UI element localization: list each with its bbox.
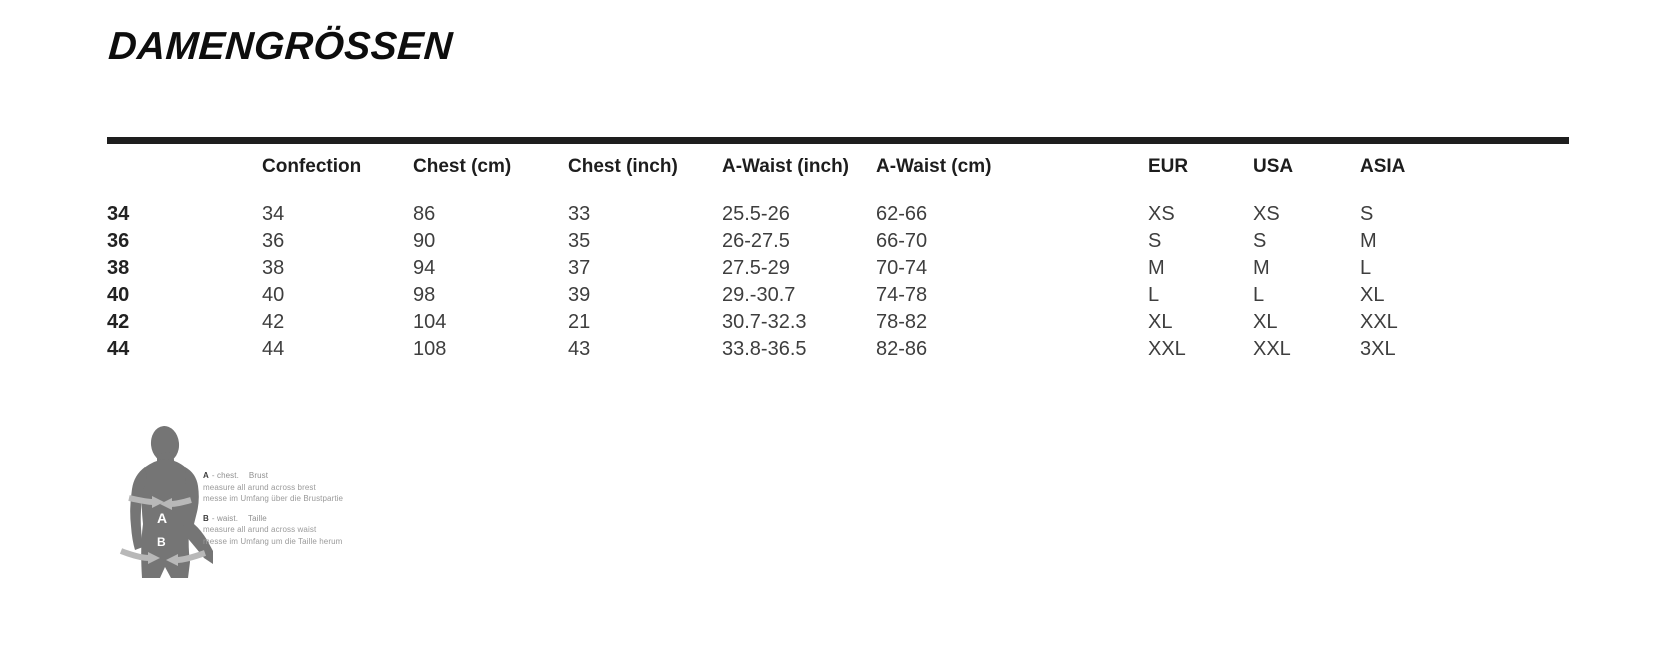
size-label-cell: 42 [107,311,130,333]
value-cell: 42 [262,311,285,333]
size-chart-page: DAMENGRÖSSEN Confection Chest (cm) Chest (… [0,24,1658,664]
value-cell: 43 [568,338,591,360]
figure-label-a: A [157,510,167,526]
value-cell: XL [1253,311,1278,333]
value-cell: L [1148,284,1160,306]
value-cell: 21 [568,311,591,333]
annotation-waist-line2: messe im Umfang um die Taille herum [203,536,343,546]
column-header-a-waist-cm: A-Waist (cm) [876,156,992,177]
value-cell: 34 [262,203,285,225]
annotation-chest: A- chest. Brust measure all arund across … [203,470,403,505]
table-row: 36 36 90 35 26-27.5 66-70 S S M [107,228,1569,255]
value-cell: XXL [1360,311,1398,333]
table-row: 34 34 86 33 25.5-26 62-66 XS XS S [107,178,1569,228]
value-cell: 37 [568,257,591,279]
value-cell: 33 [568,203,591,225]
table-row: 42 42 104 21 30.7-32.3 78-82 XL XL XXL [107,309,1569,336]
value-cell: 70-74 [876,257,928,279]
value-cell: XXL [1148,338,1186,360]
size-label-cell: 40 [107,284,130,306]
value-cell: 33.8-36.5 [722,338,807,360]
column-header-eur: EUR [1148,156,1189,177]
value-cell: 78-82 [876,311,928,333]
column-header-chest-inch: Chest (inch) [568,156,678,177]
value-cell: 35 [568,230,591,252]
size-label-cell: 38 [107,257,130,279]
table-row: 38 38 94 37 27.5-29 70-74 M M L [107,255,1569,282]
value-cell: 3XL [1360,338,1396,360]
annotation-waist-line1: measure all arund across waist [203,525,317,534]
value-cell: XL [1360,284,1385,306]
value-cell: 26-27.5 [722,230,790,252]
measurement-annotations: A- chest. Brust measure all arund across … [203,470,403,555]
value-cell: 27.5-29 [722,257,790,279]
value-cell: 82-86 [876,338,928,360]
value-cell: 62-66 [876,203,928,225]
table-header-row: Confection Chest (cm) Chest (inch) A-Waist … [107,144,1569,178]
value-cell: XXL [1253,338,1291,360]
value-cell: S [1148,230,1162,252]
annotation-chest-label: - chest. [211,471,239,480]
value-cell: 25.5-26 [722,203,790,225]
annotation-waist-label-de: Taille [248,513,267,523]
value-cell: 104 [413,311,447,333]
value-cell: 38 [262,257,285,279]
table-top-rule [107,137,1569,144]
column-header-confection: Confection [262,156,362,177]
value-cell: 30.7-32.3 [722,311,807,333]
size-label-cell: 44 [107,338,130,360]
size-label-cell: 36 [107,230,130,252]
value-cell: 44 [262,338,285,360]
value-cell: M [1148,257,1165,279]
annotation-chest-label-de: Brust [248,471,269,480]
annotation-waist-key: B [203,513,209,523]
annotation-waist-label: - waist. [211,513,239,523]
body-silhouette-figure: A B [119,426,213,578]
value-cell: 94 [413,257,436,279]
value-cell: 66-70 [876,230,928,252]
table-row: 40 40 98 39 29.-30.7 74-78 L L XL [107,282,1569,309]
annotation-chest-line2: messe im Umfang über die Brustpartie [203,494,344,503]
value-cell: M [1253,257,1270,279]
value-cell: XS [1253,203,1280,225]
value-cell: M [1360,230,1377,252]
value-cell: 39 [568,284,591,306]
column-header-usa: USA [1253,156,1294,177]
column-header-asia: ASIA [1360,156,1406,177]
value-cell: 74-78 [876,284,928,306]
column-header-chest-cm: Chest (cm) [413,156,512,177]
annotation-waist: B- waist. Taille measure all arund across… [203,513,403,548]
column-header-a-waist-inch: A-Waist (inch) [722,156,850,177]
value-cell: XS [1148,203,1175,225]
size-label-cell: 34 [107,203,130,225]
value-cell: S [1360,203,1374,225]
value-cell: 36 [262,230,285,252]
value-cell: L [1253,284,1265,306]
value-cell: S [1253,230,1267,252]
value-cell: 98 [413,284,436,306]
value-cell: 29.-30.7 [722,284,796,306]
chest-arrow [128,495,192,510]
waist-arrow [119,548,206,566]
table-row: 44 44 108 43 33.8-36.5 82-86 XXL XXL 3XL [107,336,1569,363]
value-cell: 90 [413,230,436,252]
column-header-size [107,144,262,178]
value-cell: L [1360,257,1372,279]
measurement-figure-block: A B A- chest. Brust measure all arund acr… [117,426,597,601]
value-cell: XL [1148,311,1173,333]
value-cell: 40 [262,284,285,306]
annotation-chest-key: A [203,471,209,480]
figure-label-b: B [157,535,166,549]
value-cell: 108 [413,338,447,360]
women-size-table: Confection Chest (cm) Chest (inch) A-Waist … [107,144,1569,363]
value-cell: 86 [413,203,436,225]
page-title: DAMENGRÖSSEN [107,25,455,68]
annotation-chest-line1: measure all arund across brest [203,482,316,492]
